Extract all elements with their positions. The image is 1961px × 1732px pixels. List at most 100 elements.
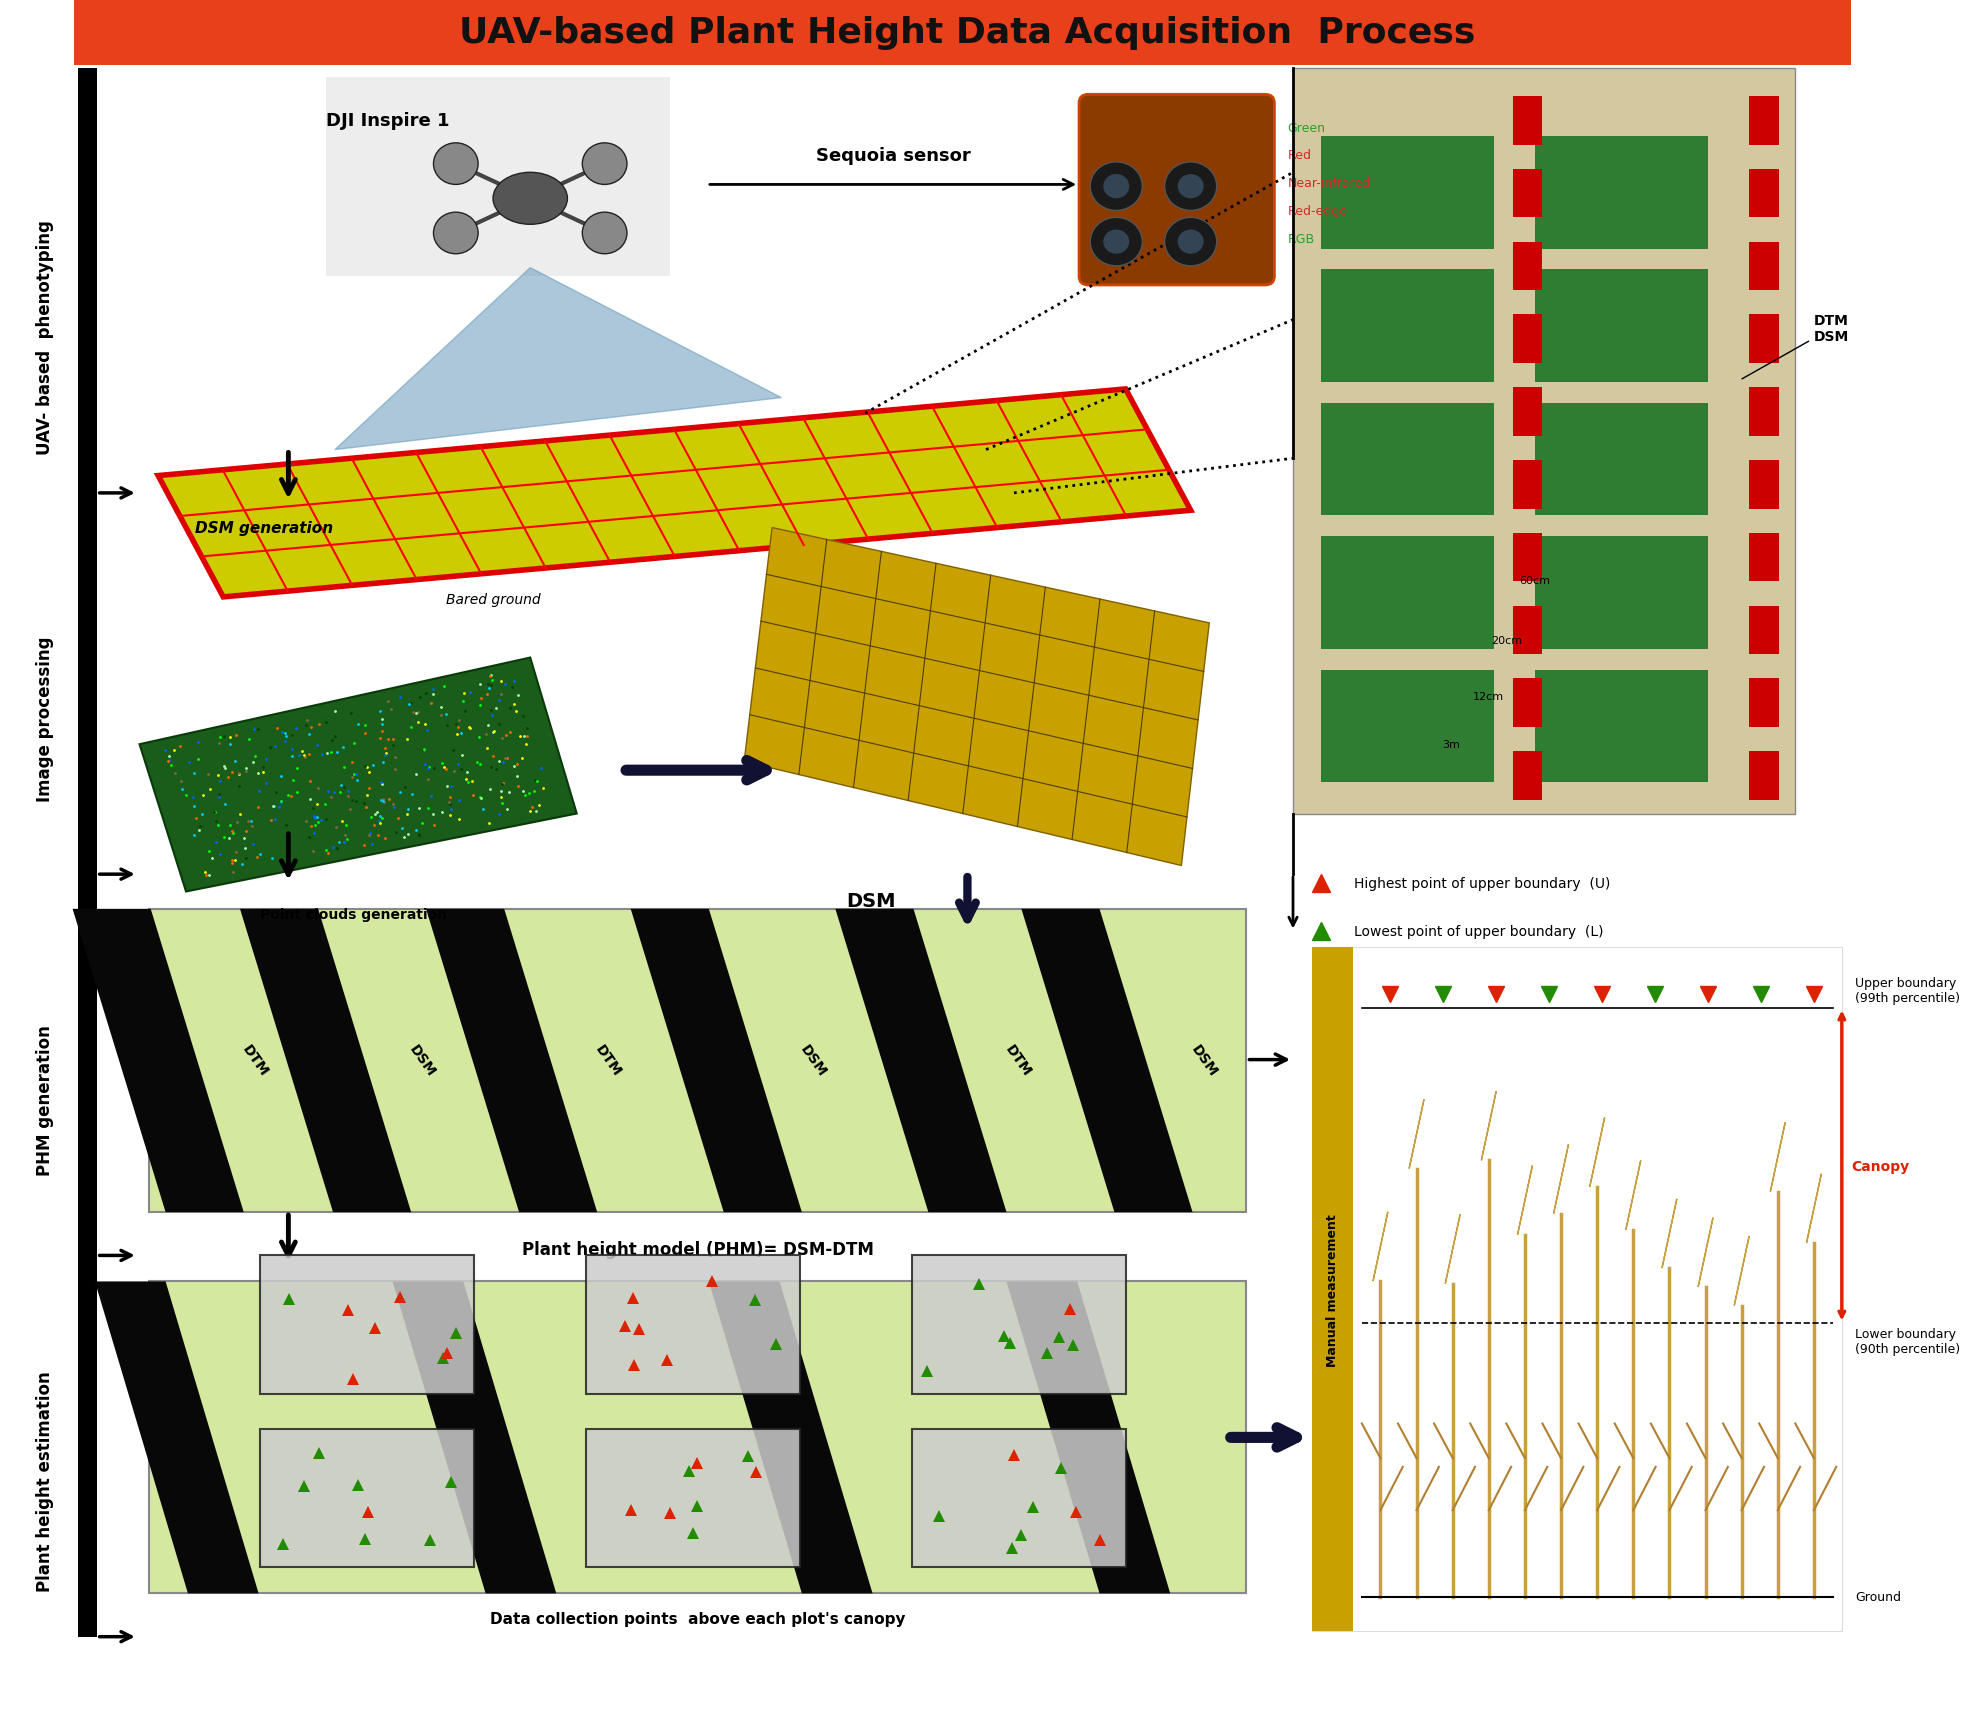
Text: Highest point of upper boundary  (U): Highest point of upper boundary (U) xyxy=(1355,876,1610,890)
Bar xyxy=(1535,537,1708,650)
Polygon shape xyxy=(239,909,412,1212)
Polygon shape xyxy=(73,909,243,1212)
Polygon shape xyxy=(708,1282,873,1593)
Bar xyxy=(149,1282,1247,1593)
Bar xyxy=(1322,670,1494,783)
Bar xyxy=(1512,533,1541,582)
Polygon shape xyxy=(1734,1237,1749,1306)
Polygon shape xyxy=(1698,1218,1714,1287)
Bar xyxy=(78,875,96,1256)
Bar xyxy=(1749,461,1779,509)
Bar xyxy=(326,78,671,277)
Text: DSM: DSM xyxy=(847,892,896,911)
Bar xyxy=(1535,270,1708,383)
Bar xyxy=(1749,533,1779,582)
Bar xyxy=(261,1256,475,1394)
Text: DTM: DTM xyxy=(239,1043,271,1079)
Text: Plant height model (PHM)= DSM-DTM: Plant height model (PHM)= DSM-DTM xyxy=(522,1240,873,1257)
Bar xyxy=(1749,679,1779,727)
Bar xyxy=(1512,97,1541,145)
Bar xyxy=(1749,242,1779,291)
Text: PHM generation: PHM generation xyxy=(35,1024,53,1176)
Text: 3m: 3m xyxy=(1441,740,1461,750)
Bar xyxy=(1749,752,1779,800)
Circle shape xyxy=(582,213,628,255)
Text: DTM
DSM: DTM DSM xyxy=(1741,313,1849,379)
Text: Upper boundary
(99th percentile): Upper boundary (99th percentile) xyxy=(1855,977,1959,1005)
Text: RGB: RGB xyxy=(1288,232,1314,246)
Bar xyxy=(1749,388,1779,436)
Text: DSM: DSM xyxy=(406,1043,437,1079)
Polygon shape xyxy=(392,1282,557,1593)
Bar xyxy=(1535,670,1708,783)
Bar xyxy=(1322,537,1494,650)
Bar xyxy=(1292,69,1796,814)
Polygon shape xyxy=(1518,1166,1532,1235)
Polygon shape xyxy=(1553,1145,1569,1214)
Circle shape xyxy=(582,144,628,185)
Polygon shape xyxy=(1373,1212,1388,1282)
Bar xyxy=(1312,947,1841,1632)
Circle shape xyxy=(1090,218,1143,267)
Polygon shape xyxy=(1445,1214,1461,1283)
FancyBboxPatch shape xyxy=(1079,95,1275,286)
Bar xyxy=(1512,461,1541,509)
Text: DSM generation: DSM generation xyxy=(196,521,333,535)
Bar xyxy=(586,1256,800,1394)
Text: 20cm: 20cm xyxy=(1492,636,1522,646)
Polygon shape xyxy=(1006,1282,1171,1593)
Polygon shape xyxy=(1771,1122,1785,1192)
Polygon shape xyxy=(835,909,1006,1212)
Bar xyxy=(586,1429,800,1567)
Polygon shape xyxy=(1663,1199,1677,1268)
Circle shape xyxy=(433,213,478,255)
Polygon shape xyxy=(159,390,1190,598)
Bar xyxy=(1535,404,1708,516)
Polygon shape xyxy=(94,1282,259,1593)
Polygon shape xyxy=(1626,1160,1641,1230)
Bar xyxy=(1322,404,1494,516)
Text: Data collection points  above each plot's canopy: Data collection points above each plot's… xyxy=(490,1611,906,1626)
Bar xyxy=(1749,97,1779,145)
Text: Canopy: Canopy xyxy=(1851,1159,1910,1173)
Text: Sequoia sensor: Sequoia sensor xyxy=(816,147,971,165)
Bar xyxy=(912,1256,1126,1394)
Text: Lowest point of upper boundary  (L): Lowest point of upper boundary (L) xyxy=(1355,925,1604,939)
Text: Plant height estimation: Plant height estimation xyxy=(35,1370,53,1592)
Polygon shape xyxy=(335,268,780,450)
Text: UAV-based Plant Height Data Acquisition  Process: UAV-based Plant Height Data Acquisition … xyxy=(459,16,1475,50)
Circle shape xyxy=(1090,163,1143,211)
Text: Ground: Ground xyxy=(1855,1590,1900,1604)
Circle shape xyxy=(1165,163,1216,211)
Bar xyxy=(1512,388,1541,436)
Text: Manual measurement: Manual measurement xyxy=(1326,1212,1339,1367)
Polygon shape xyxy=(1590,1117,1604,1186)
Bar xyxy=(1322,137,1494,249)
Text: Point clouds generation: Point clouds generation xyxy=(261,908,447,921)
Polygon shape xyxy=(426,909,598,1212)
Text: Lower boundary
(90th percentile): Lower boundary (90th percentile) xyxy=(1855,1327,1959,1354)
Bar xyxy=(1312,947,1353,1632)
Bar xyxy=(78,69,96,494)
Polygon shape xyxy=(1481,1091,1496,1160)
Bar xyxy=(149,909,1247,1212)
Bar xyxy=(75,0,1851,66)
Bar xyxy=(261,1429,475,1567)
Text: 12cm: 12cm xyxy=(1473,691,1504,701)
Text: DJI Inspire 1: DJI Inspire 1 xyxy=(326,113,449,130)
Text: DTM: DTM xyxy=(592,1043,624,1079)
Text: DTM: DTM xyxy=(1002,1043,1033,1079)
Bar xyxy=(1749,315,1779,364)
Polygon shape xyxy=(1410,1100,1424,1169)
Text: Red-edge: Red-edge xyxy=(1288,204,1347,218)
Bar xyxy=(78,1256,96,1637)
Bar xyxy=(1749,170,1779,218)
Bar xyxy=(1512,679,1541,727)
Bar xyxy=(1512,752,1541,800)
Text: DSM: DSM xyxy=(798,1043,830,1079)
Text: Red: Red xyxy=(1288,149,1312,163)
Text: Image processing: Image processing xyxy=(35,636,53,802)
Text: Green: Green xyxy=(1288,121,1326,135)
Circle shape xyxy=(1104,230,1130,255)
Text: Bared ground: Bared ground xyxy=(445,592,541,606)
